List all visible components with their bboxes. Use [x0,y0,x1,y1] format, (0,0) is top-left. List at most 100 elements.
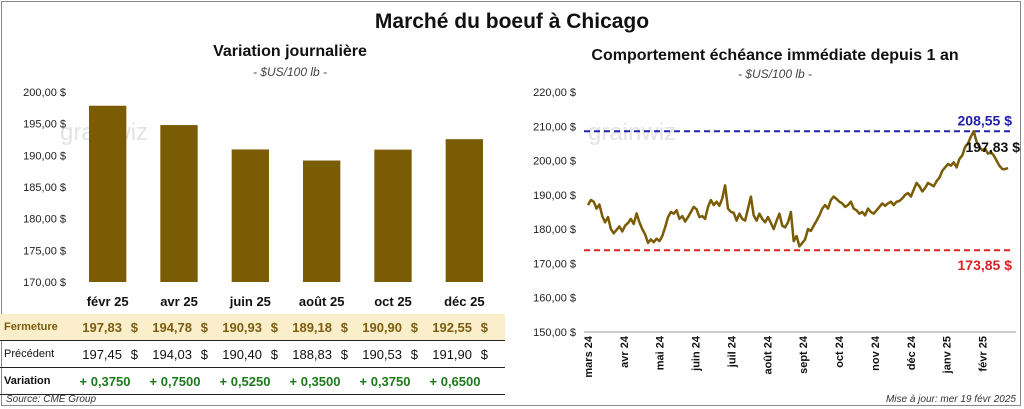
table-cell: + 0,3750 [70,374,140,389]
y-tick-label: 170,00 $ [533,258,576,270]
update-note: Mise à jour: mer 19 févr 2025 [885,394,1016,405]
y-tick-label: 175,00 $ [23,245,66,257]
high-value-label: 208,55 $ [958,112,1013,128]
table-row-previous: Précédent 197,45 $194,03 $190,40 $188,83 $190… [0,341,505,367]
x-tick-label: févr 25 [87,294,129,309]
y-tick-label: 180,00 $ [533,224,576,236]
x-tick-label: juil 24 [726,335,738,368]
cell-value: 194,03 [152,346,192,362]
x-tick-label: mai 24 [655,335,667,370]
watermark: grainwiz [588,119,676,146]
bar [160,125,198,282]
currency-symbol: $ [340,319,348,335]
table-cell: 188,83 $ [280,347,350,362]
x-tick-label: juin 24 [691,335,703,372]
table-divider [0,340,505,341]
low-value-label: 173,85 $ [958,257,1013,273]
x-tick-label: juin 25 [229,294,271,309]
x-tick-label: oct 25 [374,294,412,309]
cell-value: 191,90 [432,346,472,362]
currency-symbol: $ [270,319,278,335]
bar [445,139,483,282]
table-cell: 194,03 $ [140,347,210,362]
y-tick-label: 200,00 $ [533,156,576,168]
cell-value: 188,83 [292,346,332,362]
cell-value: 189,18 [292,319,332,335]
cell-value: 197,45 [82,346,122,362]
y-tick-label: 210,00 $ [533,121,576,133]
currency-symbol: $ [480,319,488,335]
table-row-variation: Variation + 0,3750 + 0,7500 + 0,5250 + 0,350… [0,368,505,394]
cell-value: + 0,6500 [429,373,481,389]
bar [89,105,127,282]
table-cell: 190,93 $ [210,320,280,335]
x-tick-label: août 24 [762,335,774,374]
table-cell: + 0,6500 [420,374,490,389]
table-cell: 192,55 $ [420,320,490,335]
x-tick-label: sept 24 [798,335,810,374]
right-chart-title: Comportement échéance immédiate depuis 1… [591,47,959,64]
table-cell: 190,53 $ [350,347,420,362]
cell-value: 192,55 [432,319,472,335]
y-tick-label: 170,00 $ [23,277,66,289]
table-cell: 189,18 $ [280,320,350,335]
row-label: Fermeture [4,321,58,333]
table-cell: + 0,7500 [140,374,210,389]
cell-value: + 0,3500 [289,373,341,389]
row-label: Variation [4,375,51,387]
source-note: Source: CME Group [6,394,97,405]
currency-symbol: $ [410,319,418,335]
table-divider [0,394,505,395]
y-tick-label: 185,00 $ [23,182,66,194]
y-tick-label: 195,00 $ [23,119,66,131]
cell-value: 190,53 [362,346,402,362]
cell-value: 194,78 [152,319,192,335]
cell-value: 197,83 [82,319,122,335]
x-tick-label: déc 25 [444,294,484,309]
currency-symbol: $ [480,346,488,362]
table-cell: 190,40 $ [210,347,280,362]
x-tick-label: avr 25 [160,294,198,309]
table-divider [0,367,505,368]
table-cell: + 0,3750 [350,374,420,389]
right-chart-unit: - $US/100 lb - [737,67,813,81]
table-cell: 194,78 $ [140,320,210,335]
y-tick-label: 200,00 $ [23,87,66,99]
x-tick-label: déc 24 [906,335,918,370]
table-row-close: Fermeture 197,83 $194,78 $190,93 $189,18 $190… [0,314,505,340]
cell-value: + 0,3750 [79,373,131,389]
cell-value: 190,40 [222,346,262,362]
bar [374,149,412,282]
table-cell: + 0,3500 [280,374,350,389]
x-tick-label: oct 24 [834,335,846,368]
currency-symbol: $ [200,346,208,362]
x-tick-label: avr 24 [619,335,631,368]
currency-symbol: $ [130,319,138,335]
x-tick-label: févr 25 [977,336,989,371]
currency-symbol: $ [340,346,348,362]
left-chart-title: Variation journalière [213,43,367,60]
y-tick-label: 190,00 $ [23,150,66,162]
table-cell: 197,45 $ [70,347,140,362]
currency-symbol: $ [270,346,278,362]
cell-value: 190,93 [222,319,262,335]
row-label: Précédent [4,348,55,360]
x-tick-label: nov 24 [870,335,882,371]
y-tick-label: 160,00 $ [533,293,576,305]
bar [303,160,341,282]
x-tick-label: janv 25 [942,336,954,374]
cell-value: 190,90 [362,319,402,335]
table-cell: 190,90 $ [350,320,420,335]
y-tick-label: 220,00 $ [533,87,576,99]
table-cell: 191,90 $ [420,347,490,362]
page-title: Marché du boeuf à Chicago [374,10,650,33]
table-cell: 197,83 $ [70,320,140,335]
table-cell: + 0,5250 [210,374,280,389]
y-tick-label: 150,00 $ [533,327,576,339]
currency-symbol: $ [200,319,208,335]
x-tick-label: mars 24 [583,335,595,377]
left-chart-unit: - $US/100 lb - [252,65,328,79]
x-tick-label: août 25 [299,294,345,309]
cell-value: + 0,7500 [149,373,201,389]
